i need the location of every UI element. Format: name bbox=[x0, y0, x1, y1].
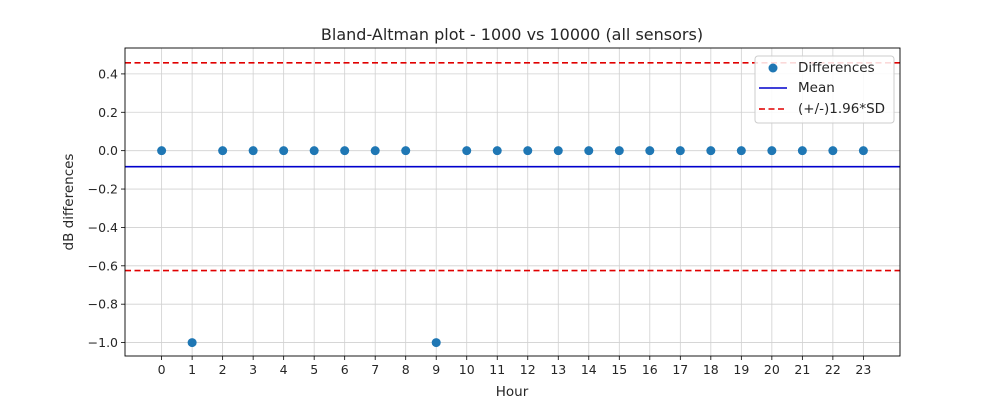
data-point bbox=[767, 146, 777, 156]
y-axis-label: dB differences bbox=[61, 154, 77, 251]
grid bbox=[125, 48, 900, 356]
data-point bbox=[828, 146, 838, 156]
x-tick-label: 18 bbox=[703, 362, 719, 377]
x-tick-label: 17 bbox=[672, 362, 688, 377]
x-tick-label: 8 bbox=[402, 362, 410, 377]
y-tick-label: −0.8 bbox=[88, 297, 118, 312]
x-tick-label: 22 bbox=[825, 362, 841, 377]
data-point bbox=[187, 338, 197, 348]
axes bbox=[121, 47, 901, 360]
data-point bbox=[157, 146, 167, 156]
y-tick-label: −0.6 bbox=[88, 258, 118, 273]
legend: Differences Mean (+/-)1.96*SD bbox=[754, 55, 895, 124]
x-tick-label: 7 bbox=[371, 362, 379, 377]
data-point bbox=[340, 146, 350, 156]
data-point bbox=[431, 338, 441, 348]
data-point bbox=[797, 146, 807, 156]
x-tick-label: 1 bbox=[188, 362, 196, 377]
y-tick-label: 0.0 bbox=[98, 143, 118, 158]
x-tick-label: 23 bbox=[855, 362, 871, 377]
data-point bbox=[401, 146, 411, 156]
data-point bbox=[858, 146, 868, 156]
x-tick-labels: 0 1 2 3 4 5 6 7 8 9 10 11 12 13 14 15 16 17 18 19 20 21 22 23 bbox=[158, 362, 872, 377]
reference-lines bbox=[125, 61, 900, 272]
x-tick-label: 3 bbox=[249, 362, 257, 377]
x-tick-label: 12 bbox=[520, 362, 536, 377]
data-point bbox=[218, 146, 228, 156]
x-tick-label: 11 bbox=[489, 362, 505, 377]
data-point bbox=[706, 146, 716, 156]
x-axis-label: Hour bbox=[496, 384, 529, 400]
x-tick-label: 2 bbox=[219, 362, 227, 377]
legend-mean-label: Mean bbox=[798, 80, 835, 96]
x-tick-label: 15 bbox=[611, 362, 627, 377]
plot-frame bbox=[124, 47, 901, 357]
x-tick-label: 0 bbox=[158, 362, 166, 377]
x-tick-label: 16 bbox=[642, 362, 658, 377]
x-tick-label: 21 bbox=[794, 362, 810, 377]
x-tick-label: 20 bbox=[764, 362, 780, 377]
data-point bbox=[462, 146, 472, 156]
x-tick-label: 19 bbox=[733, 362, 749, 377]
x-tick-label: 9 bbox=[432, 362, 440, 377]
data-point bbox=[523, 146, 533, 156]
data-point bbox=[675, 146, 685, 156]
data-point bbox=[279, 146, 289, 156]
chart-title: Bland-Altman plot - 1000 vs 10000 (all s… bbox=[321, 25, 703, 44]
data-point bbox=[614, 146, 624, 156]
x-tick-label: 14 bbox=[581, 362, 597, 377]
y-tick-labels: 0.4 0.2 0.0 −0.2 −0.4 −0.6 −0.8 −1.0 bbox=[88, 66, 118, 350]
legend-limits-label: (+/-)1.96*SD bbox=[798, 101, 885, 117]
x-tick-label: 5 bbox=[310, 362, 318, 377]
y-tick-label: −1.0 bbox=[88, 335, 118, 350]
data-point bbox=[645, 146, 655, 156]
y-tick-label: −0.2 bbox=[88, 182, 118, 197]
y-tick-label: 0.4 bbox=[98, 66, 118, 81]
data-point bbox=[370, 146, 380, 156]
legend-differences-label: Differences bbox=[798, 60, 875, 76]
y-tick-label: 0.2 bbox=[98, 105, 118, 120]
x-tick-label: 13 bbox=[550, 362, 566, 377]
x-tick-label: 6 bbox=[341, 362, 349, 377]
data-point bbox=[584, 146, 594, 156]
x-tick-label: 4 bbox=[280, 362, 288, 377]
legend-box bbox=[754, 55, 895, 124]
data-points bbox=[157, 146, 868, 348]
data-point bbox=[309, 146, 319, 156]
data-point bbox=[553, 146, 563, 156]
data-point bbox=[248, 146, 258, 156]
y-tick-label: −0.4 bbox=[88, 220, 118, 235]
data-point bbox=[736, 146, 746, 156]
data-point bbox=[492, 146, 502, 156]
x-tick-label: 10 bbox=[459, 362, 475, 377]
legend-differences-marker bbox=[768, 63, 778, 73]
